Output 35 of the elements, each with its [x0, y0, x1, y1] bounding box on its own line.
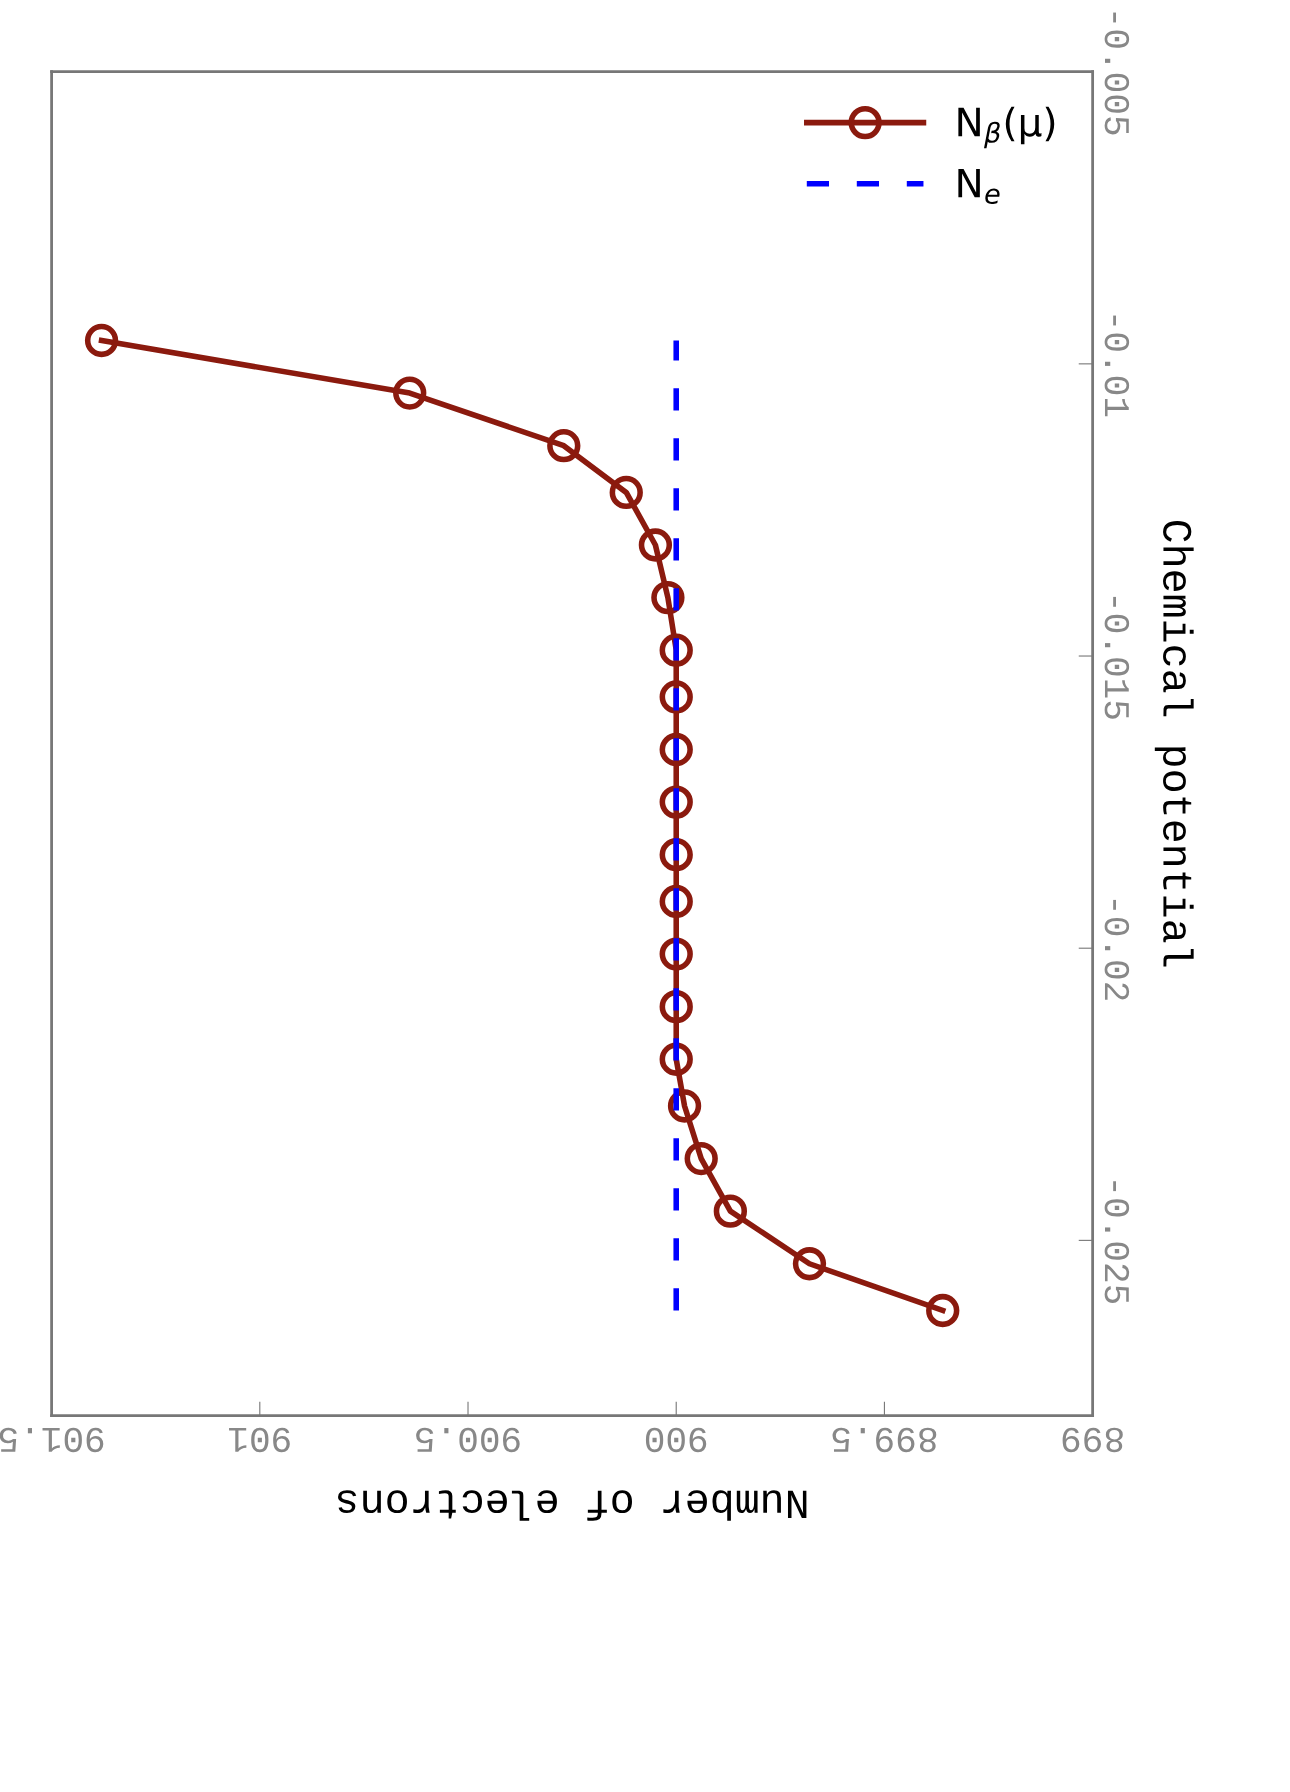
y-tick-label: -0.01 — [1104, 315, 1130, 417]
point — [659, 1042, 693, 1076]
point — [393, 376, 427, 410]
point — [926, 1293, 960, 1328]
y-tick-label: -0.025 — [1104, 1181, 1130, 1304]
y-tick-label: -0.02 — [1104, 899, 1130, 1000]
point — [638, 528, 673, 562]
x-tick-label: 899.5 — [832, 1427, 937, 1453]
point — [609, 475, 643, 510]
point — [713, 1194, 748, 1228]
point — [84, 323, 119, 358]
legend-label: N$_{β}$(μ) — [958, 106, 1055, 149]
x-tick-label: 900 — [645, 1427, 707, 1453]
point — [547, 428, 581, 463]
x-tick-label: 900.5 — [416, 1427, 520, 1453]
point — [659, 785, 693, 819]
y-tick-label: -0.005 — [1104, 12, 1130, 135]
point — [659, 732, 693, 767]
point — [659, 989, 693, 1024]
x-tick-label: 901.5 — [0, 1427, 104, 1453]
point — [659, 937, 693, 971]
point — [792, 1247, 827, 1281]
point — [659, 838, 693, 872]
point — [659, 884, 693, 919]
point — [651, 580, 685, 615]
point — [684, 1141, 718, 1176]
point — [659, 680, 693, 714]
point — [659, 633, 693, 667]
x-tick-label: 901 — [229, 1427, 290, 1453]
x-axis-title: Number of electrons — [338, 1490, 807, 1521]
x-tick-label: 899 — [1062, 1427, 1123, 1453]
point — [667, 1089, 702, 1123]
y-tick-label: -0.015 — [1104, 596, 1130, 719]
y-axis-title: Chemical potential — [1154, 520, 1194, 967]
legend-label: N$_{e}$ — [958, 168, 1000, 205]
